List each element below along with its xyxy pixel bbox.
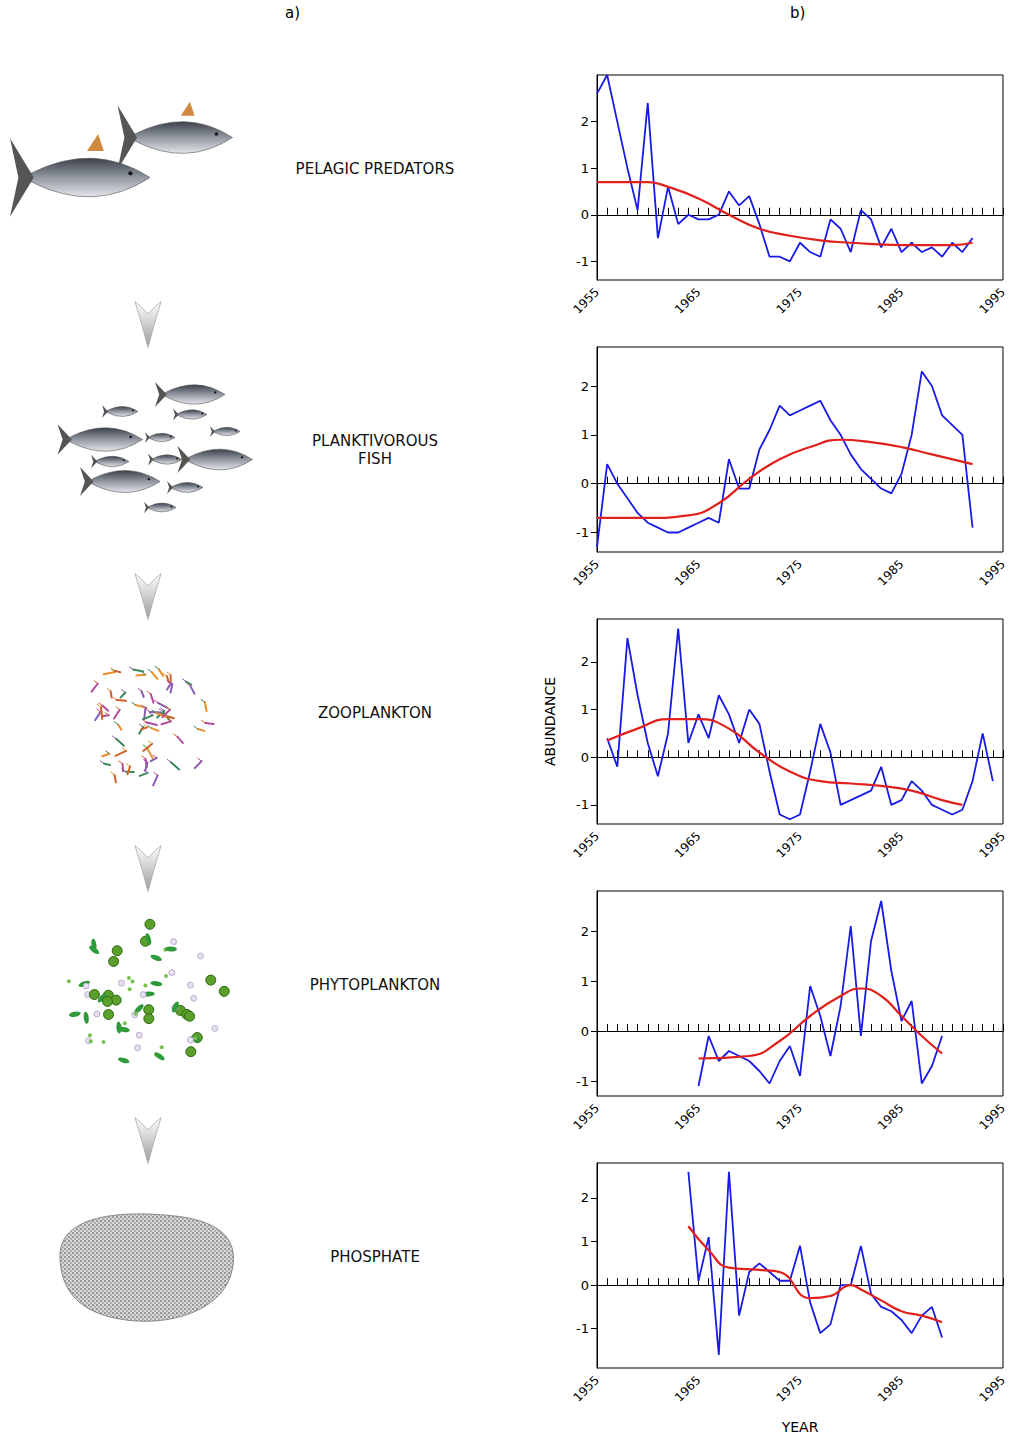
html-text:a): a) [285,4,300,22]
svg-text:1: 1 [581,702,589,717]
svg-text:1985: 1985 [875,285,906,316]
svg-text:1995: 1995 [976,285,1007,316]
html-text:PLANKTIVOROUS FISH: PLANKTIVOROUS FISH [312,431,438,468]
svg-text:0: 0 [581,750,589,765]
svg-text:1975: 1975 [773,557,804,588]
svg-text:-1: -1 [576,1321,589,1336]
svg-text:1965: 1965 [672,829,703,860]
html-text:PHOSPHATE: PHOSPHATE [330,1247,420,1266]
svg-text:YEAR: YEAR [781,1419,819,1435]
svg-text:1995: 1995 [976,829,1007,860]
svg-text:1985: 1985 [875,829,906,860]
html-text:b): b) [790,4,806,22]
svg-text:-1: -1 [576,1074,589,1089]
svg-text:ABUNDANCE: ABUNDANCE [542,677,558,766]
svg-text:0: 0 [581,1278,589,1293]
svg-text:2: 2 [581,1190,589,1205]
svg-text:1: 1 [581,427,589,442]
svg-text:0: 0 [581,476,589,491]
svg-text:1995: 1995 [976,1101,1007,1132]
svg-text:1: 1 [581,1234,589,1249]
svg-text:1975: 1975 [773,285,804,316]
svg-text:2: 2 [581,654,589,669]
svg-text:1: 1 [581,161,589,176]
svg-text:1985: 1985 [875,1373,906,1404]
svg-text:2: 2 [581,924,589,939]
svg-text:1955: 1955 [570,1373,601,1404]
svg-text:1965: 1965 [672,1373,703,1404]
svg-text:1965: 1965 [672,1101,703,1132]
svg-text:0: 0 [581,207,589,222]
svg-text:2: 2 [581,114,589,129]
html-text:PELAGIC PREDATORS: PELAGIC PREDATORS [295,159,455,178]
svg-text:1955: 1955 [570,829,601,860]
svg-text:1995: 1995 [976,557,1007,588]
html-text:PHYTOPLANKTON: PHYTOPLANKTON [309,975,441,994]
svg-text:1955: 1955 [570,557,601,588]
svg-text:1975: 1975 [773,829,804,860]
html-text:ZOOPLANKTON: ZOOPLANKTON [318,703,432,722]
svg-text:1985: 1985 [875,1101,906,1132]
svg-text:1975: 1975 [773,1101,804,1132]
svg-text:1965: 1965 [672,285,703,316]
svg-text:1955: 1955 [570,285,601,316]
svg-text:-1: -1 [576,797,589,812]
svg-text:1975: 1975 [773,1373,804,1404]
svg-text:1965: 1965 [672,557,703,588]
svg-text:0: 0 [581,1024,589,1039]
svg-text:1955: 1955 [570,1101,601,1132]
svg-text:1985: 1985 [875,557,906,588]
svg-text:1: 1 [581,974,589,989]
svg-text:-1: -1 [576,525,589,540]
svg-text:1995: 1995 [976,1373,1007,1404]
svg-text:2: 2 [581,379,589,394]
svg-text:-1: -1 [576,254,589,269]
